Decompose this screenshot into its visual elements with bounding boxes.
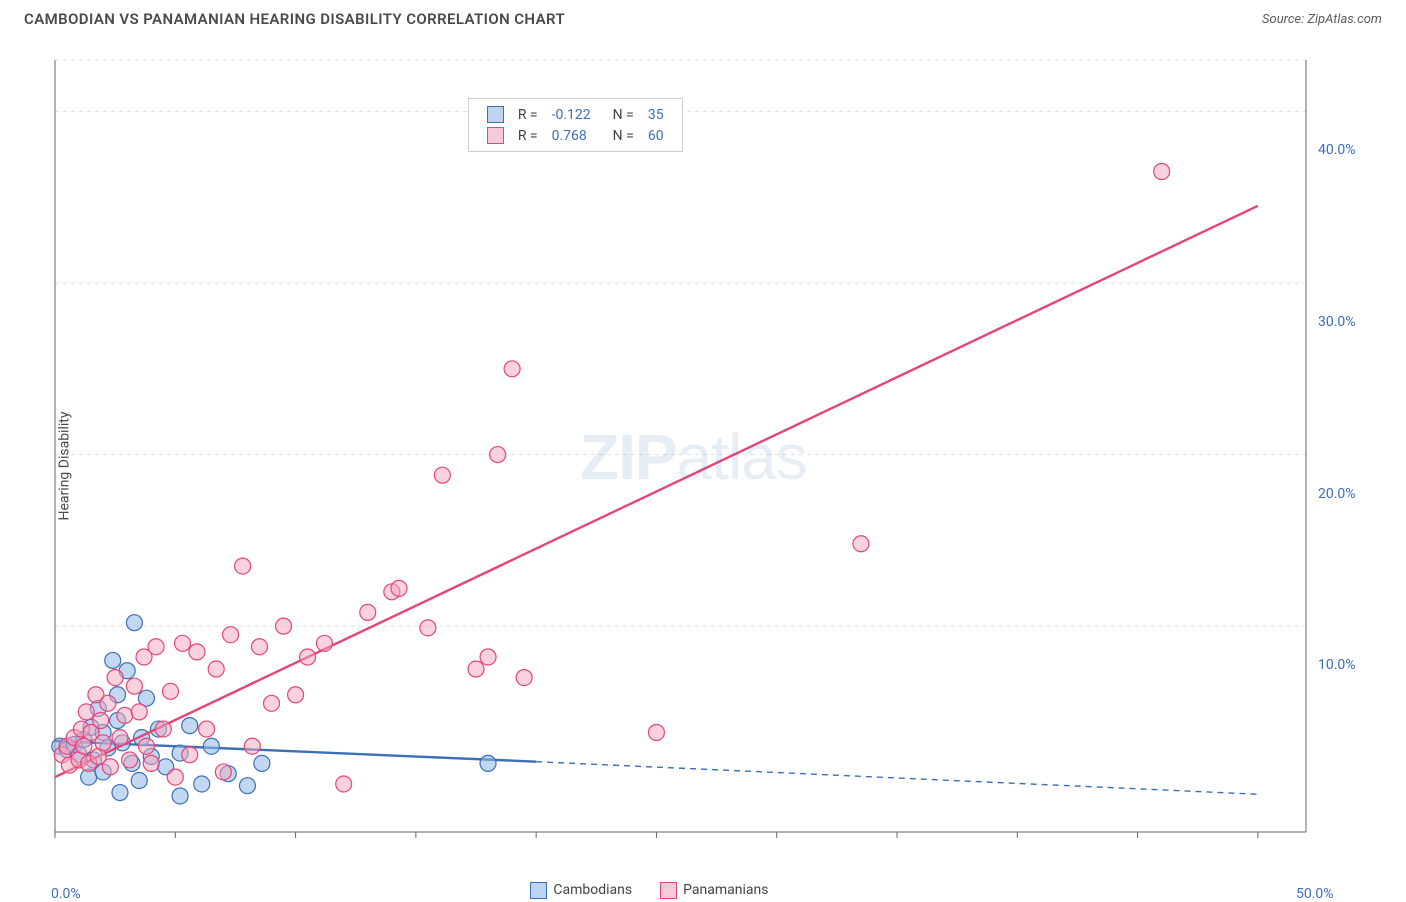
chart-title: CAMBODIAN VS PANAMANIAN HEARING DISABILI…	[24, 10, 565, 28]
scatter-plot	[0, 40, 1406, 892]
y-tick-label: 40.0%	[1318, 142, 1356, 158]
legend-item: Cambodians	[530, 882, 632, 899]
y-tick-label: 10.0%	[1318, 657, 1356, 673]
source-label: Source: ZipAtlas.com	[1262, 12, 1382, 27]
chart-area: Hearing Disability ZIPatlas 10.0%20.0%30…	[0, 40, 1406, 892]
correlation-legend: R =-0.122N =35R =0.768N =60	[468, 98, 683, 152]
y-axis-label: Hearing Disability	[56, 412, 72, 521]
series-legend: Cambodians Panamanians	[530, 882, 768, 899]
x-tick-label: 0.0%	[51, 886, 81, 902]
legend-item: Panamanians	[660, 882, 768, 899]
y-tick-label: 20.0%	[1318, 486, 1356, 502]
y-tick-label: 30.0%	[1318, 314, 1356, 330]
x-tick-label: 50.0%	[1296, 886, 1334, 902]
